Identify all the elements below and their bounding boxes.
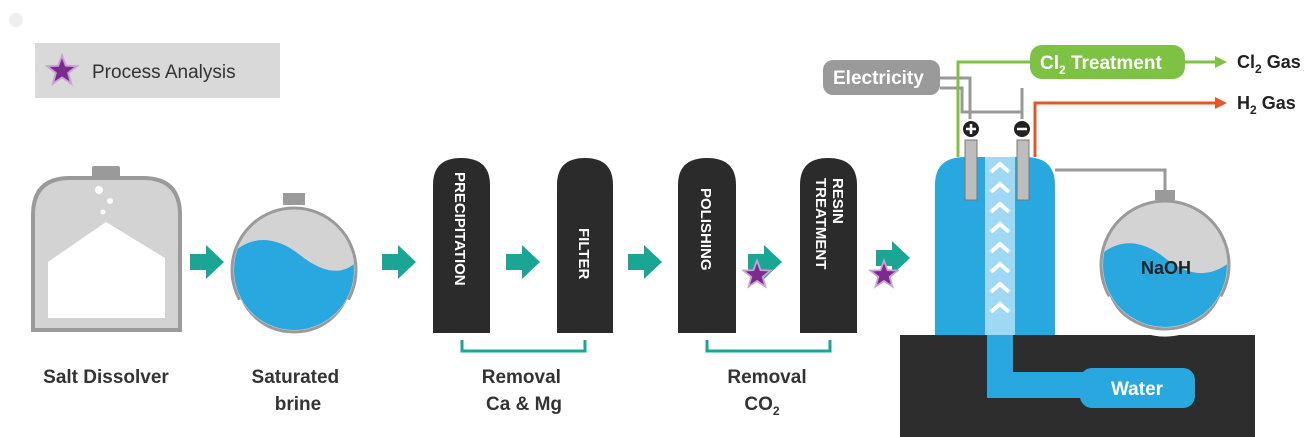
removal-co2-part [705, 340, 832, 353]
saturated-brine-label: Saturated brine [252, 367, 345, 415]
legend: Process Analysis [35, 43, 280, 98]
saturated-brine-part [234, 240, 354, 330]
salt-dissolver-part [100, 209, 106, 215]
removal-ca-mg-part-part: Removal [482, 367, 561, 388]
resin-label: RESIN [829, 178, 846, 224]
salt-dissolver-label: Salt Dissolver [43, 367, 169, 388]
filter-column-part [557, 158, 613, 333]
salt-dissolver-part [107, 198, 113, 204]
cl2-treatment-pill-part: Cl2 Treatment [1040, 53, 1162, 77]
water-pill-part [1080, 368, 1195, 408]
electrolyzer-part [1215, 56, 1227, 68]
saturated-brine-label-part: Saturated [252, 367, 340, 388]
h2-gas-label-part: 2 [1250, 103, 1257, 117]
electrolyzer [900, 56, 1255, 437]
naoh-flask-part [1103, 243, 1227, 327]
precipitation-column: PRECIPITATION [433, 158, 490, 333]
polishing-label: POLISHING [697, 188, 714, 271]
cl2-gas-label-part: 2 [1255, 62, 1262, 76]
polishing-column-part [678, 158, 736, 333]
removal-co2-part-part: 2 [773, 404, 780, 418]
removal-co2-part: Removal [727, 367, 806, 388]
removal-co2-part-part: CO [744, 394, 773, 415]
salt-dissolver-part [48, 222, 165, 318]
legend-part [35, 43, 280, 98]
h2-gas-label-part: Gas [1257, 93, 1296, 113]
electricity-pill-part [823, 60, 940, 95]
cl2-treatment-pill-part-part: Cl [1040, 53, 1059, 74]
flow-arrow [382, 245, 416, 279]
filter-column: FILTER [557, 158, 613, 333]
cl2-treatment-pill: Cl2 Treatment [1030, 45, 1185, 79]
electrolyzer-part [1033, 101, 1215, 157]
naoh-flask: NaOH [1099, 190, 1231, 337]
saturated-brine: Saturated brine [230, 193, 358, 415]
naoh-flask-part [1155, 190, 1175, 200]
legend-label: Process Analysis [92, 62, 236, 83]
cl2-gas-label-part: Gas [1262, 52, 1301, 72]
electrolyzer-part [940, 76, 1024, 120]
removal-ca-mg-part-part: Ca & Mg [486, 394, 562, 415]
salt-dissolver: Salt Dissolver [31, 166, 182, 388]
h2-gas-label: H2 Gas [1237, 93, 1296, 117]
water-pill: Water [1080, 368, 1195, 408]
removal-co2-part-part: Removal [727, 367, 806, 388]
electrolyzer-part [1215, 97, 1227, 109]
removal-ca-mg: Removal Ca & Mg [460, 340, 587, 415]
electrolyzer-part [1016, 139, 1030, 201]
water-label: Water [1111, 379, 1164, 400]
resin-treatment-column-part [800, 158, 857, 333]
electricity-pill: Electricity [823, 60, 940, 95]
electrolyzer-part [964, 139, 978, 201]
saturated-brine-part [237, 299, 351, 339]
removal-co2-part: CO2 [744, 394, 780, 418]
filter-label: FILTER [575, 228, 592, 280]
precipitation-label: PRECIPITATION [451, 172, 468, 286]
saturated-brine-part [283, 193, 305, 205]
cl2-gas-label: Cl2 Gas [1237, 52, 1301, 76]
saturated-brine-label-part: brine [275, 394, 321, 415]
naoh-label: NaOH [1141, 258, 1191, 278]
electrolyzer-part [989, 161, 1011, 314]
electrolyzer-part [966, 124, 976, 134]
electricity-label: Electricity [833, 68, 924, 89]
salt-dissolver-part [95, 186, 103, 194]
corner-dot [9, 13, 23, 27]
electrolyzer-part [987, 335, 1090, 398]
electrolyzer-part [956, 60, 1030, 157]
cl2-treatment-pill-part-part: 2 [1059, 63, 1066, 77]
naoh-flask-part [1106, 296, 1224, 337]
flow-arrow [506, 245, 540, 279]
cl2-treatment-pill-part-part: Treatment [1066, 53, 1163, 74]
flow-arrow [628, 245, 662, 279]
removal-ca-mg-part [460, 340, 587, 353]
electrolyzer-part [1055, 168, 1167, 192]
removal-co2: Removal CO2 [705, 340, 832, 418]
polishing-column: POLISHING [678, 158, 736, 333]
precipitation-column-part [433, 158, 490, 333]
flow-arrow [190, 245, 224, 279]
cl2-treatment-pill-part [1030, 45, 1185, 79]
salt-dissolver-part [92, 166, 120, 178]
cl2-gas-label-part: Cl [1237, 52, 1255, 72]
resin-treatment-column: RESIN TREATMENT [800, 158, 857, 333]
removal-ca-mg-part: Removal Ca & Mg [482, 367, 566, 415]
h2-gas-label-part: H [1237, 93, 1250, 113]
treatment-label: TREATMENT [812, 178, 829, 269]
